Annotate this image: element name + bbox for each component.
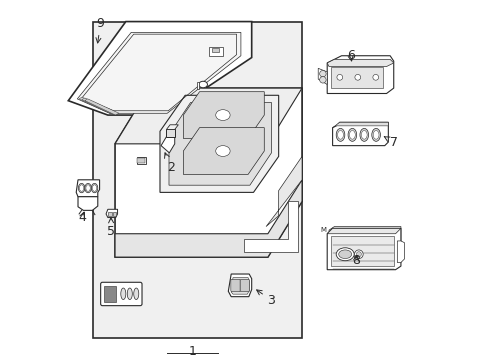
Polygon shape (397, 241, 404, 262)
Bar (113, 212, 116, 216)
Text: 5: 5 (107, 218, 115, 238)
Polygon shape (326, 56, 393, 94)
Text: 7: 7 (384, 136, 397, 149)
Bar (197, 82, 199, 89)
Bar (208, 47, 223, 56)
Polygon shape (332, 122, 387, 128)
Polygon shape (231, 278, 249, 294)
Polygon shape (68, 22, 251, 115)
FancyBboxPatch shape (230, 279, 240, 292)
FancyBboxPatch shape (240, 279, 249, 292)
Text: 9: 9 (96, 17, 104, 43)
Polygon shape (161, 137, 174, 153)
Ellipse shape (78, 183, 84, 193)
Polygon shape (76, 180, 100, 197)
Polygon shape (332, 122, 387, 146)
Polygon shape (166, 130, 174, 137)
Polygon shape (265, 157, 302, 226)
Polygon shape (78, 197, 98, 210)
Ellipse shape (361, 131, 366, 139)
Polygon shape (326, 59, 393, 67)
Text: 2: 2 (164, 153, 174, 174)
Text: 6: 6 (346, 49, 354, 62)
Polygon shape (160, 95, 278, 192)
Bar (212, 48, 219, 52)
Ellipse shape (349, 131, 354, 139)
Ellipse shape (92, 185, 97, 191)
Polygon shape (115, 88, 302, 257)
Bar (108, 212, 112, 216)
Text: 8: 8 (351, 254, 359, 267)
Ellipse shape (354, 250, 363, 258)
Ellipse shape (371, 129, 380, 141)
Ellipse shape (91, 183, 98, 193)
Polygon shape (82, 98, 116, 114)
Polygon shape (244, 201, 298, 252)
Ellipse shape (215, 110, 230, 121)
Polygon shape (318, 68, 326, 85)
Ellipse shape (336, 129, 344, 141)
Text: 1: 1 (188, 345, 196, 358)
Bar (136, 157, 145, 163)
Polygon shape (228, 274, 251, 297)
Ellipse shape (336, 248, 353, 261)
Ellipse shape (79, 185, 83, 191)
Bar (330, 235, 393, 266)
Polygon shape (328, 226, 400, 248)
Ellipse shape (319, 71, 325, 77)
Polygon shape (166, 125, 178, 130)
Text: 3: 3 (256, 290, 275, 307)
Ellipse shape (337, 131, 343, 139)
Ellipse shape (86, 185, 90, 191)
Polygon shape (169, 103, 271, 185)
Polygon shape (183, 128, 264, 174)
Bar (93, 22, 302, 338)
Ellipse shape (354, 75, 360, 80)
Ellipse shape (319, 77, 325, 83)
Ellipse shape (199, 81, 207, 88)
Bar (104, 286, 116, 302)
Ellipse shape (127, 288, 132, 300)
Polygon shape (84, 99, 119, 115)
Text: 4: 4 (78, 211, 86, 224)
FancyBboxPatch shape (101, 282, 142, 306)
Ellipse shape (121, 288, 125, 300)
Ellipse shape (84, 183, 91, 193)
Bar (137, 158, 144, 162)
Ellipse shape (134, 288, 139, 300)
Polygon shape (326, 228, 400, 234)
Polygon shape (115, 180, 302, 257)
Polygon shape (183, 92, 264, 139)
Ellipse shape (338, 250, 351, 258)
Ellipse shape (372, 75, 378, 80)
Ellipse shape (372, 131, 378, 139)
Ellipse shape (347, 129, 356, 141)
Ellipse shape (336, 75, 342, 80)
Polygon shape (115, 88, 302, 144)
Text: M: M (320, 227, 326, 233)
Ellipse shape (356, 252, 361, 257)
Bar (330, 67, 382, 88)
Polygon shape (77, 32, 241, 113)
Polygon shape (326, 228, 400, 270)
Ellipse shape (215, 146, 230, 157)
Polygon shape (106, 209, 117, 217)
Polygon shape (79, 97, 113, 113)
Ellipse shape (359, 129, 368, 141)
